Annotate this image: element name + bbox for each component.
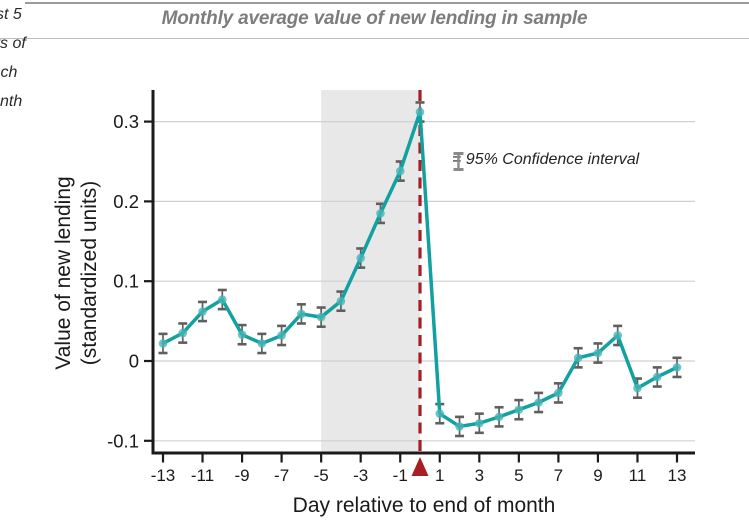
- data-point: [672, 363, 682, 372]
- shaded-region: [321, 90, 420, 453]
- annotation-line: month: [0, 93, 23, 110]
- y-tick-label: 0.2: [113, 191, 139, 212]
- data-point: [633, 383, 642, 393]
- data-point: [475, 418, 484, 428]
- x-tick-label: 9: [593, 466, 602, 485]
- x-tick-label: 1: [435, 466, 444, 485]
- data-point: [593, 348, 603, 358]
- data-point: [316, 312, 326, 322]
- data-point: [395, 166, 405, 176]
- x-tick-label: 7: [554, 466, 563, 485]
- x-tick-label: 3: [475, 466, 484, 485]
- data-point: [455, 422, 464, 431]
- y-axis-title: Value of new lending (standardized units…: [51, 176, 103, 369]
- y-tick-label: 0.3: [113, 111, 139, 132]
- x-tick-label: -11: [191, 466, 214, 485]
- x-tick-label: 5: [514, 466, 523, 485]
- data-point: [218, 295, 227, 304]
- x-axis-title: Day relative to end of month: [292, 494, 556, 517]
- x-tick-label: -13: [151, 466, 176, 485]
- data-point: [415, 107, 425, 117]
- data-point: [514, 405, 524, 414]
- annotation-line: Last 5: [0, 6, 22, 23]
- y-tick-label: 0.1: [113, 271, 139, 292]
- data-point: [257, 339, 267, 348]
- x-tick-label: 11: [629, 466, 647, 485]
- title-divider: [0, 38, 749, 39]
- data-point: [178, 328, 188, 338]
- y-tick-label: -0.1: [107, 430, 139, 451]
- page-title: Monthly average value of new lending in …: [161, 8, 588, 29]
- data-point: [554, 388, 563, 398]
- data-point: [198, 307, 207, 316]
- x-tick-label: 13: [668, 466, 687, 485]
- x-tick-label: -1: [393, 466, 408, 485]
- data-point: [435, 409, 445, 418]
- x-tick-label: -9: [235, 466, 250, 485]
- annotation-line: days of: [0, 35, 26, 52]
- x-tick-label: -7: [274, 466, 289, 485]
- data-point: [158, 339, 168, 348]
- y-axis-title-line2: (standardized units): [78, 180, 101, 366]
- data-point: [297, 309, 306, 319]
- end-of-month-triangle-marker: [411, 457, 429, 476]
- data-point: [573, 353, 583, 363]
- data-point: [277, 331, 286, 340]
- data-point: [652, 372, 662, 382]
- y-axis-title-line1: Value of new lending: [52, 176, 75, 370]
- y-tick-label: 0: [129, 351, 139, 372]
- data-point: [237, 330, 247, 339]
- data-point: [534, 398, 543, 407]
- data-point: [336, 296, 346, 306]
- shaded-region-annotation: Last 5 days of each month: [0, 0, 375, 116]
- x-tick-label: -3: [353, 466, 368, 485]
- legend: = 95% Confidence interval: [452, 151, 640, 171]
- data-point: [356, 253, 365, 263]
- annotation-line: each: [0, 64, 18, 81]
- data-point: [376, 209, 385, 218]
- data-point: [494, 412, 504, 422]
- data-point: [613, 331, 622, 340]
- legend-label: = 95% Confidence interval: [452, 151, 640, 168]
- top-rule: [25, 2, 749, 4]
- confidence-interval-glyph-icon: [453, 152, 464, 171]
- x-tick-label: -5: [314, 466, 329, 485]
